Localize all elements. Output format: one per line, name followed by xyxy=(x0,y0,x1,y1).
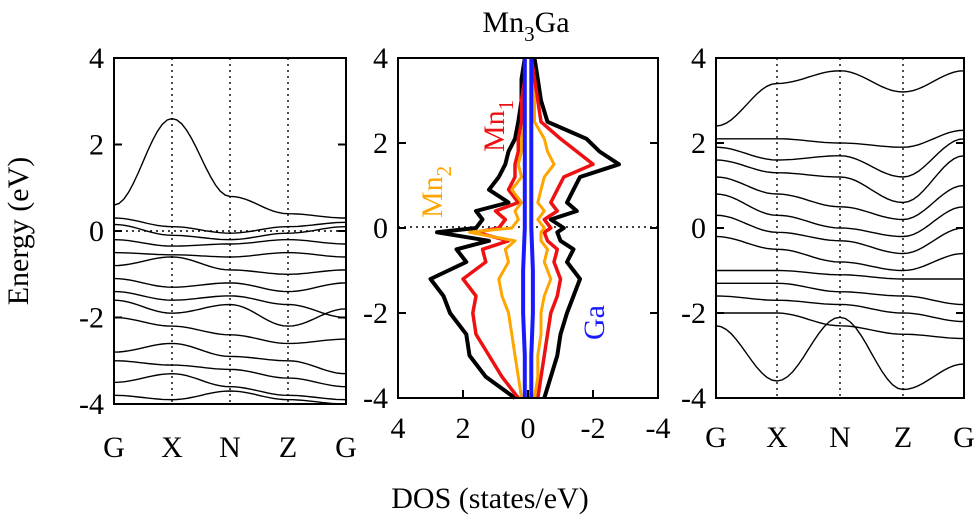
band-line xyxy=(113,299,347,327)
k-point-label: G xyxy=(953,421,975,454)
x-tick-label: 2 xyxy=(456,412,471,445)
band-line xyxy=(113,342,347,375)
band-line xyxy=(113,277,347,293)
y-tick-label: 2 xyxy=(373,127,388,160)
dos-mn2-up xyxy=(468,58,527,399)
k-point-label: G xyxy=(335,431,357,464)
dos-panel: 4 2 0 -2 -4 4 2 0 -2 -4 Mn3Ga Mn1 Mn2 Ga xyxy=(363,6,671,445)
dos-mn2-down xyxy=(529,58,556,399)
dos-ga-up xyxy=(521,58,527,398)
y-tick-label: 4 xyxy=(691,42,706,75)
k-point-label: G xyxy=(103,431,125,464)
y-tick-label: 0 xyxy=(89,215,104,248)
y-tick-label: -2 xyxy=(363,297,388,330)
band-line xyxy=(715,138,965,178)
band-line xyxy=(715,214,965,255)
band-line xyxy=(113,251,347,258)
right-bands xyxy=(715,70,965,391)
band-line xyxy=(113,290,347,319)
band-line xyxy=(113,390,347,405)
right-band-panel: 4 2 0 -2 -4 G X N Z G xyxy=(681,42,975,454)
band-line xyxy=(113,223,347,241)
x-tick-label: 0 xyxy=(521,412,536,445)
dos-mn1-up xyxy=(461,58,527,400)
left-band-panel: 4 2 0 -2 -4 G X N Z G xyxy=(79,42,357,464)
band-line xyxy=(715,70,965,127)
k-point-label: Z xyxy=(894,421,912,454)
band-line xyxy=(113,256,347,276)
left-bands xyxy=(113,117,347,405)
k-point-label: N xyxy=(219,431,241,464)
band-line xyxy=(715,176,965,221)
band-line xyxy=(716,282,965,306)
band-line xyxy=(113,239,347,247)
band-line xyxy=(113,316,347,345)
band-line xyxy=(716,269,964,280)
dos-plot-frame xyxy=(397,57,659,399)
band-line xyxy=(715,295,965,323)
k-point-label: X xyxy=(161,431,183,464)
dos-total-down xyxy=(532,57,621,399)
y-tick-label: 2 xyxy=(89,129,104,162)
k-point-label: G xyxy=(705,421,727,454)
band-line xyxy=(113,372,347,401)
y-tick-label: -2 xyxy=(79,302,104,335)
dos-curves xyxy=(428,57,621,400)
k-point-label: Z xyxy=(279,431,297,464)
k-point-label: N xyxy=(829,421,851,454)
x-tick-label: -2 xyxy=(581,412,606,445)
band-line xyxy=(715,155,965,204)
x-tick-label: 4 xyxy=(391,412,406,445)
y-axis-title: Energy (eV) xyxy=(2,157,35,306)
dos-title: Mn3Ga xyxy=(482,6,569,46)
mn1-label: Mn1 xyxy=(478,100,518,152)
dos-mn1-down xyxy=(529,57,595,399)
band-line xyxy=(716,129,965,148)
x-axis-title: DOS (states/eV) xyxy=(391,482,588,515)
y-tick-label: 2 xyxy=(691,127,706,160)
band-line xyxy=(114,360,347,388)
band-line xyxy=(113,217,347,234)
y-tick-label: -2 xyxy=(681,297,706,330)
y-tick-label: 0 xyxy=(691,212,706,245)
band-line xyxy=(715,235,965,272)
ga-label: Ga xyxy=(578,305,611,340)
dos-ga-down xyxy=(529,58,535,398)
band-line xyxy=(715,193,965,238)
mn2-label: Mn2 xyxy=(416,166,456,218)
y-tick-label: 4 xyxy=(373,42,388,75)
k-point-label: X xyxy=(766,421,788,454)
y-tick-label: -4 xyxy=(363,382,388,415)
dos-total-up xyxy=(428,57,527,400)
y-tick-label: -4 xyxy=(681,382,706,415)
y-tick-label: 4 xyxy=(89,42,104,75)
x-tick-label: -4 xyxy=(646,412,671,445)
band-line xyxy=(716,312,965,340)
y-tick-label: 0 xyxy=(373,212,388,245)
band-line xyxy=(715,316,965,391)
band-line xyxy=(113,117,346,219)
y-tick-label: -4 xyxy=(79,388,104,421)
